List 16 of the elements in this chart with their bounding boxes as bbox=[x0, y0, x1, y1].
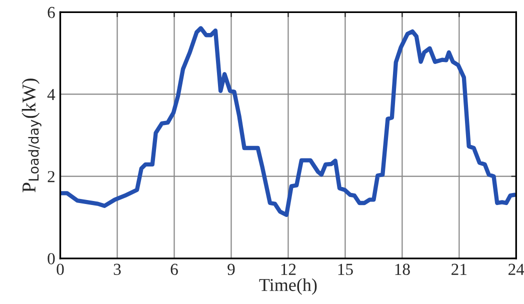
line-series bbox=[60, 26, 516, 217]
x-axis-title: Time(h) bbox=[259, 278, 317, 295]
x-tick-label: 3 bbox=[114, 264, 121, 275]
y-tick-label: 6 bbox=[48, 6, 55, 18]
x-tick-label: 18 bbox=[395, 264, 410, 275]
y-tick-label: 4 bbox=[47, 89, 56, 100]
y-axis-title: P$_{Load/day}$(kW) bbox=[22, 78, 42, 192]
x-tick-label: 0 bbox=[56, 264, 64, 275]
x-tick-label: 6 bbox=[170, 264, 178, 275]
x-tick-label: 24 bbox=[508, 264, 524, 275]
y-tick-label: 2 bbox=[48, 171, 54, 182]
y-tick-label: 0 bbox=[48, 253, 55, 264]
x-tick-label: 9 bbox=[228, 264, 235, 275]
x-tick-label: 21 bbox=[452, 264, 466, 275]
x-tick-label: 12 bbox=[281, 264, 296, 275]
x-tick-label: 15 bbox=[338, 264, 353, 275]
